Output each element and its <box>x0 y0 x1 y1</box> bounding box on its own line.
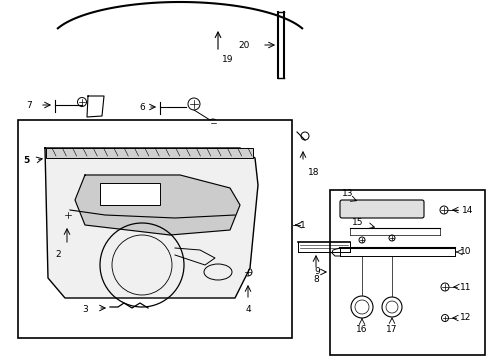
Text: 2: 2 <box>55 250 61 259</box>
Text: 13: 13 <box>341 189 353 198</box>
Bar <box>329 190 484 355</box>
Text: 17: 17 <box>386 325 397 334</box>
Text: 6: 6 <box>139 103 145 112</box>
Text: 9: 9 <box>314 267 319 276</box>
FancyBboxPatch shape <box>339 200 423 218</box>
Text: 18: 18 <box>307 168 319 177</box>
Text: 20: 20 <box>238 41 249 50</box>
Text: 12: 12 <box>459 314 470 323</box>
Text: 16: 16 <box>356 325 367 334</box>
Text: 11: 11 <box>459 283 470 292</box>
Text: 3: 3 <box>82 306 88 315</box>
Bar <box>46 148 252 158</box>
Text: 1: 1 <box>299 220 305 230</box>
Text: 5: 5 <box>24 156 30 165</box>
Polygon shape <box>45 148 258 298</box>
Text: 14: 14 <box>461 206 472 215</box>
Text: 15: 15 <box>351 218 363 227</box>
Text: 10: 10 <box>459 247 470 256</box>
Text: 8: 8 <box>312 275 318 284</box>
Bar <box>18 120 291 338</box>
Bar <box>100 183 160 205</box>
Text: 4: 4 <box>244 305 250 314</box>
Text: 19: 19 <box>222 55 233 64</box>
Polygon shape <box>75 175 240 235</box>
Text: 7: 7 <box>26 100 32 109</box>
